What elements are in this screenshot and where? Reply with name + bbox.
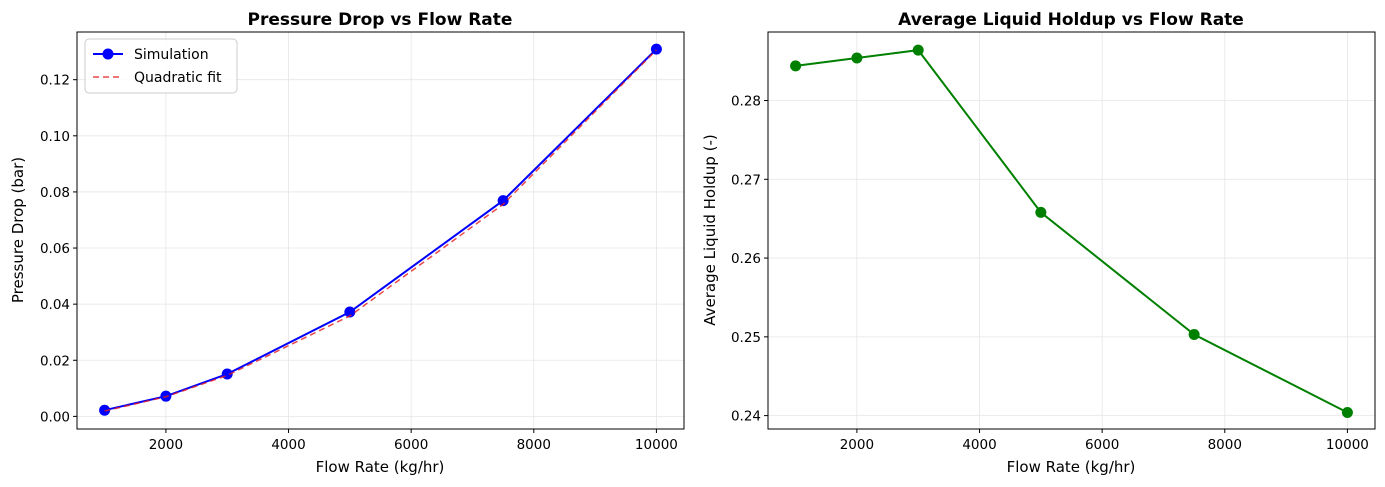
data-point (1341, 406, 1353, 418)
x-tick-label: 10000 (1326, 437, 1369, 453)
y-tick-label: 0.04 (40, 297, 70, 313)
y-tick-label: 0.06 (40, 241, 70, 257)
x-tick-label: 4000 (962, 437, 996, 453)
y-tick-label: 0.00 (40, 409, 70, 425)
series-line (795, 49, 1348, 414)
x-axis-label: Flow Rate (kg/hr) (1007, 458, 1136, 476)
y-tick-label: 0.28 (731, 94, 761, 110)
liquid-holdup-panel: Average Liquid Holdup vs Flow Rate 2000 4… (701, 10, 1376, 476)
y-axis-label: Average Liquid Holdup (-) (701, 134, 719, 325)
data-point (851, 52, 863, 64)
x-axis-label: Flow Rate (kg/hr) (316, 458, 445, 476)
pressure-drop-panel: Pressure Drop vs Flow Rate 2000 4000 6000 8… (9, 10, 685, 476)
x-tick-label: 6000 (1085, 437, 1119, 453)
y-tick-label: 0.08 (40, 185, 70, 201)
y-tick-label: 0.12 (40, 73, 70, 89)
series-line (104, 48, 658, 412)
y-axis-label: Pressure Drop (bar) (9, 157, 27, 303)
series-line (104, 49, 657, 412)
legend-box (84, 38, 238, 94)
data-point (650, 43, 662, 55)
data-point (1188, 328, 1200, 340)
data-point (790, 60, 802, 72)
legend-quadratic-fit-label: Quadratic fit (134, 70, 222, 86)
y-tick-label: 0.25 (731, 330, 761, 346)
chart-title: Pressure Drop vs Flow Rate (248, 10, 513, 30)
x-tick-label: 2000 (149, 437, 183, 453)
x-tick-label: 8000 (1208, 437, 1242, 453)
data-point (912, 44, 924, 56)
data-point (1035, 206, 1047, 218)
legend: Simulation Quadratic fit (84, 38, 238, 94)
x-tick-label: 6000 (394, 437, 428, 453)
data-point (99, 404, 111, 416)
data-point (344, 306, 356, 318)
x-tick-label: 2000 (840, 437, 874, 453)
plot-frame (767, 31, 1376, 430)
y-tick-label: 0.27 (731, 172, 761, 188)
y-tick-label: 0.26 (731, 251, 761, 267)
x-tick-label: 8000 (517, 437, 551, 453)
y-tick-label: 0.10 (40, 129, 70, 145)
y-tick-label: 0.24 (731, 409, 761, 425)
y-tick-label: 0.02 (40, 353, 70, 369)
plot-frame (76, 31, 685, 430)
data-point (497, 195, 509, 207)
chart-title: Average Liquid Holdup vs Flow Rate (898, 10, 1244, 30)
legend-simulation-marker (102, 48, 114, 60)
x-tick-label: 10000 (635, 437, 678, 453)
x-tick-label: 4000 (271, 437, 305, 453)
legend-simulation-label: Simulation (134, 47, 209, 63)
